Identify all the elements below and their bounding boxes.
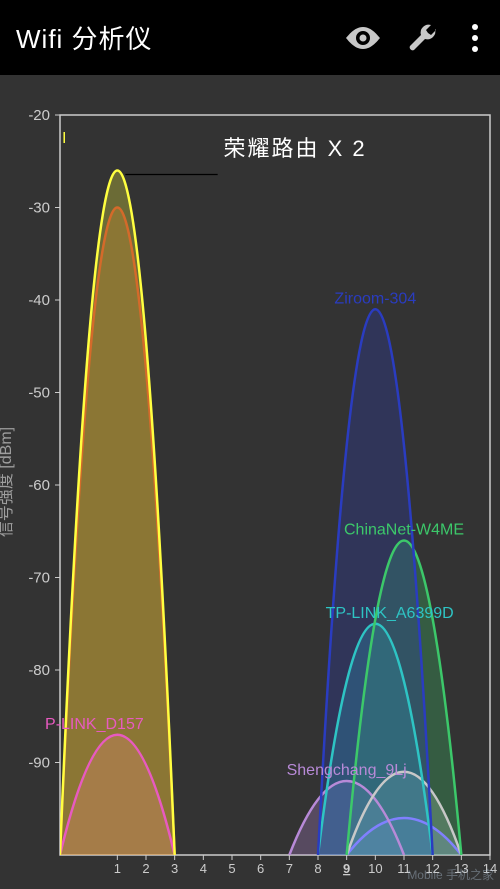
y-axis-label: 信号强度 [dBm] [0, 427, 16, 537]
y-tick-label: -90 [28, 755, 50, 772]
y-tick-label: -50 [28, 385, 50, 402]
x-tick-label: 11 [397, 861, 411, 876]
y-tick-label: -70 [28, 570, 50, 587]
overflow-menu-icon[interactable] [466, 24, 484, 52]
ssid-label: Shengchang_9Lj [287, 762, 407, 779]
ssid-label: P-LINK_D157 [45, 716, 144, 733]
ssid-label: Ziroom-304 [334, 290, 416, 307]
app-title: Wifi 分析仪 [16, 19, 346, 56]
wifi-channel-chart: 信号强度 [dBm] -90-80-70-60-50-40-30-2012345… [0, 75, 500, 889]
x-tick-label: 6 [257, 861, 264, 876]
chart-svg: -90-80-70-60-50-40-30-201234567891011121… [0, 75, 500, 889]
y-tick-label: -30 [28, 200, 50, 217]
y-tick-label: -20 [28, 107, 50, 124]
x-tick-label: 14 [483, 861, 497, 876]
clipped-ssid-fragment: I [62, 130, 66, 147]
y-tick-label: -60 [28, 477, 50, 494]
x-tick-label: 1 [114, 861, 121, 876]
x-tick-label: 5 [228, 861, 235, 876]
x-tick-label: 8 [314, 861, 321, 876]
x-tick-label: 12 [425, 861, 439, 876]
x-tick-label: 9 [343, 861, 350, 876]
ssid-label: ChinaNet-W4ME [344, 522, 464, 539]
x-tick-label: 13 [454, 861, 468, 876]
wrench-icon[interactable] [408, 23, 438, 53]
x-tick-label: 4 [200, 861, 207, 876]
app-toolbar: Wifi 分析仪 [0, 0, 500, 75]
x-tick-label: 2 [142, 861, 149, 876]
x-tick-label: 10 [368, 861, 382, 876]
x-tick-label: 3 [171, 861, 178, 876]
ssid-label: TP-LINK_A6399D [326, 605, 454, 622]
toolbar-actions [346, 23, 484, 53]
x-tick-label: 7 [286, 861, 293, 876]
eye-icon[interactable] [346, 27, 380, 49]
y-tick-label: -40 [28, 292, 50, 309]
highlight-ssid-label: 荣耀路由 X 2 [223, 136, 366, 161]
y-tick-label: -80 [28, 662, 50, 679]
